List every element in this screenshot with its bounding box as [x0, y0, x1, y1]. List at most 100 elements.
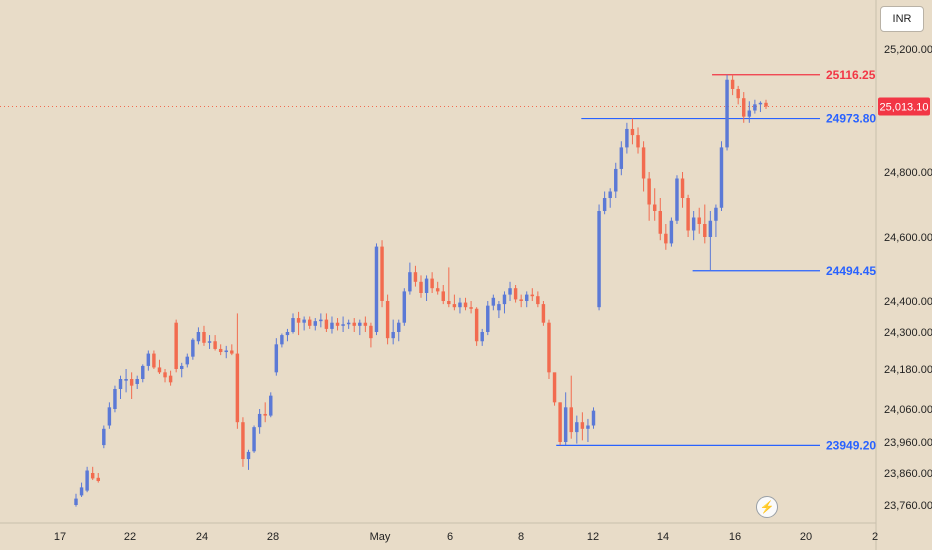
candle-body [569, 407, 573, 433]
candle-body [608, 191, 612, 198]
candle-body [397, 322, 401, 332]
candle-body [191, 339, 195, 357]
date-tick-label: 17 [54, 531, 66, 543]
candle-body [586, 425, 590, 429]
candle-body [447, 301, 451, 305]
current-price-label: 25,013.10 [880, 101, 929, 113]
level-label: 23949.20 [826, 438, 876, 452]
candle-body [430, 278, 434, 289]
candle-body [435, 288, 440, 292]
candle-body [346, 322, 351, 325]
level-label: 24973.80 [826, 112, 876, 126]
candle-body [374, 246, 379, 332]
candle-body [697, 217, 701, 224]
candle-body [614, 168, 618, 192]
date-tick-label: 6 [447, 531, 453, 543]
candle-body [580, 422, 585, 429]
date-tick-label: 24 [196, 531, 208, 543]
candle-body [263, 413, 267, 416]
current-price-tag: 25,013.10 [878, 97, 930, 116]
candle-body [235, 353, 240, 423]
candle-body [296, 318, 301, 323]
candle-body [513, 288, 518, 300]
price-tick-label: 24,060.00 [884, 404, 932, 416]
candle-body [764, 102, 768, 107]
candle-body [241, 422, 245, 460]
candle-body [736, 88, 740, 99]
level-label: 25116.25 [826, 68, 876, 82]
candle-body [408, 272, 412, 292]
candle-body [174, 322, 178, 369]
price-tick-label: 24,800.00 [884, 167, 932, 179]
candle-body [730, 79, 735, 89]
candle-body [491, 297, 496, 306]
candle-body [274, 344, 279, 373]
candle-body [157, 367, 162, 373]
price-tick-label: 24,180.00 [884, 364, 932, 376]
candle-body [591, 410, 596, 426]
candle-body [313, 321, 317, 326]
candle-body [452, 304, 457, 308]
candle-body [107, 407, 112, 426]
candle-body [686, 198, 690, 231]
candle-body [324, 319, 329, 329]
candle-body [714, 207, 718, 221]
date-tick-label: May [370, 531, 391, 543]
candle-body [552, 372, 557, 403]
candle-body [307, 319, 312, 326]
candle-body [90, 473, 95, 479]
candle-body [196, 332, 201, 342]
candle-body [96, 477, 100, 481]
candle-body [497, 304, 501, 311]
candle-body [363, 322, 368, 326]
candle-body [246, 451, 251, 460]
candle-body [525, 294, 529, 301]
level-lines: 25116.25 24973.80 24494.45 23949.20 [556, 68, 876, 452]
candle-body [469, 307, 473, 309]
candle-body [536, 296, 540, 305]
candle-body [341, 324, 345, 326]
candle-body [758, 102, 763, 105]
candle-body [369, 325, 373, 339]
candle-body [168, 375, 173, 383]
candle-body [508, 288, 512, 295]
candle-body [330, 322, 334, 329]
candle-body [669, 220, 674, 244]
candle-body [79, 487, 84, 496]
candle-body [458, 302, 462, 308]
candle-body [118, 379, 123, 389]
candle-body [319, 319, 323, 322]
candle-body [547, 322, 551, 373]
candle-body [636, 135, 640, 148]
candle-body [558, 402, 562, 442]
candle-body [85, 470, 89, 491]
price-axis: 25,200.00 24,800.00 24,600.00 24,400.00 24,3… [884, 44, 932, 512]
candle-body [163, 372, 167, 378]
candle-body [180, 365, 184, 369]
date-tick-label: 22 [124, 531, 136, 543]
candle-body [519, 299, 523, 301]
candle-body [725, 79, 729, 148]
candle-body [691, 217, 696, 231]
candle-body [335, 322, 340, 326]
date-tick-label: 16 [729, 531, 741, 543]
candle-body [703, 224, 707, 237]
candle-body [630, 128, 635, 136]
candle-body [124, 379, 128, 381]
candle-body [230, 350, 234, 354]
candle-body [575, 422, 579, 433]
currency-button[interactable]: INR [880, 6, 924, 32]
candle-body [719, 147, 724, 208]
candle-body [102, 428, 106, 446]
candle-body [413, 272, 418, 282]
lightning-icon[interactable]: ⚡ [756, 496, 778, 518]
candle-body [146, 353, 151, 366]
candle-body [252, 427, 256, 452]
candle-body [185, 356, 190, 365]
candle-body [135, 379, 139, 384]
candle-body [419, 281, 423, 293]
candle-body [218, 348, 223, 353]
candle-body [602, 198, 607, 211]
